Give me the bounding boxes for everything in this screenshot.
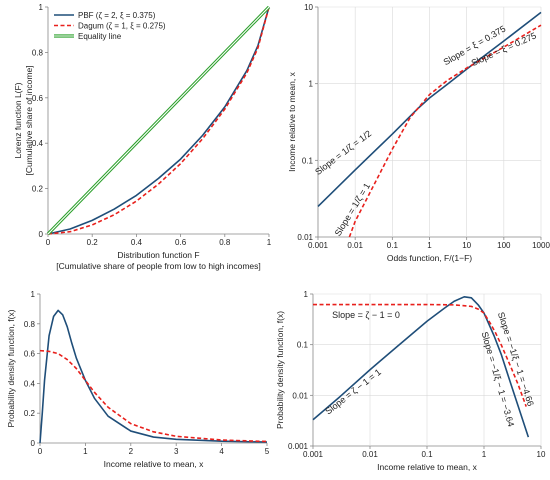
lorenz-x-tick-label: 0.6 bbox=[175, 238, 187, 247]
pdf_log-x-tick-label: 0.001 bbox=[303, 450, 324, 459]
oddsplot-series-dagum bbox=[348, 24, 542, 238]
oddsplot-y-tick-label: 0.01 bbox=[297, 233, 313, 242]
oddsplot-x-tick-label: 1000 bbox=[532, 241, 550, 250]
lorenz-y-tick-label: 0.2 bbox=[32, 185, 44, 194]
pdf_linear-x-tick-label: 5 bbox=[265, 447, 270, 456]
lorenz-series-equality-inner bbox=[47, 6, 270, 235]
oddsplot-x-tick-label: 1 bbox=[427, 241, 432, 250]
lorenz-x-axis-label: Distribution function F bbox=[117, 250, 199, 260]
lorenz-y-tick-label: 0 bbox=[39, 230, 44, 239]
oddsplot-x-tick-label: 0.001 bbox=[308, 241, 329, 250]
oddsplot-x-tick-label: 100 bbox=[497, 241, 511, 250]
oddsplot-y-tick-label: 0.1 bbox=[302, 156, 314, 165]
legend-entry: Equality line bbox=[78, 32, 122, 41]
oddsplot-y-axis-label: Income relative to mean, x bbox=[287, 71, 297, 171]
pdf_log-y-axis-label: Probability density function, f(x) bbox=[275, 311, 285, 429]
pdf_linear-x-axis-label: Income relative to mean, x bbox=[104, 459, 204, 469]
lorenz-y-tick-label: 0.4 bbox=[32, 139, 44, 148]
pdf_log-y-tick-label: 0.01 bbox=[292, 391, 308, 400]
pdf_linear-y-tick-label: 0.6 bbox=[24, 350, 36, 359]
pdf_linear-y-tick-label: 0.4 bbox=[24, 379, 36, 388]
lorenz-series-pbf bbox=[47, 6, 270, 235]
pdf_log-y-tick-label: 1 bbox=[304, 290, 309, 299]
pdf_log-series-dagum bbox=[313, 303, 527, 407]
lorenz-x-tick-label: 0 bbox=[46, 238, 51, 247]
pdf_log-x-axis-label: Income relative to mean, x bbox=[377, 462, 477, 472]
oddsplot-x-tick-label: 10 bbox=[462, 241, 471, 250]
lorenz-x-tick-label: 0.2 bbox=[87, 238, 99, 247]
pdf_linear-x-tick-label: 2 bbox=[129, 447, 134, 456]
pdf_linear-series-pbf bbox=[39, 309, 268, 444]
pdf_log-x-tick-label: 10 bbox=[537, 450, 546, 459]
legend-entry: PBF (ζ = 2, ξ = 0.375) bbox=[78, 11, 156, 20]
lorenz-x-tick-label: 0.8 bbox=[219, 238, 231, 247]
oddsplot-y-tick-label: 1 bbox=[309, 80, 314, 89]
oddsplot-y-tick-label: 10 bbox=[304, 3, 313, 12]
pdf_linear-y-tick-label: 1 bbox=[31, 290, 36, 299]
pdf_linear-x-tick-label: 1 bbox=[83, 447, 88, 456]
pdf_log-x-tick-label: 0.1 bbox=[421, 450, 433, 459]
oddsplot-x-tick-label: 0.1 bbox=[387, 241, 399, 250]
pdf_log-y-tick-label: 0.001 bbox=[288, 442, 309, 451]
oddsplot-series-pbf bbox=[317, 11, 542, 208]
lorenz-y-axis-label-2: [Cumulative share of income] bbox=[24, 65, 34, 175]
pdf_linear-series-dagum bbox=[39, 349, 268, 443]
lorenz-x-tick-label: 1 bbox=[267, 238, 272, 247]
lorenz-y-tick-label: 0.8 bbox=[32, 48, 44, 57]
pdf_linear-x-tick-label: 3 bbox=[174, 447, 179, 456]
oddsplot-x-tick-label: 0.01 bbox=[347, 241, 363, 250]
oddsplot-x-axis-label: Odds function, F/(1−F) bbox=[387, 253, 472, 263]
pdf_log-x-tick-label: 1 bbox=[482, 450, 487, 459]
pdf_linear-y-tick-label: 0 bbox=[31, 439, 36, 448]
pdf_log-slope-annotation: Slope = ζ − 1 = 1 bbox=[323, 367, 383, 417]
pdf_linear-y-axis-label: Probability density function, f(x) bbox=[6, 309, 16, 427]
pdf_linear-x-tick-label: 4 bbox=[219, 447, 224, 456]
pdf_log-x-tick-label: 0.01 bbox=[362, 450, 378, 459]
pdf_linear-x-tick-label: 0 bbox=[38, 447, 43, 456]
legend-entry: Dagum (ζ = 1, ξ = 0.275) bbox=[78, 22, 166, 31]
oddsplot-slope-annotation: Slope = 1/ζ = 1/2 bbox=[313, 128, 373, 177]
pdf_log-series-pbf bbox=[312, 296, 530, 438]
lorenz-y-axis-label: Lorenz function L(F) bbox=[13, 82, 23, 158]
lorenz-x-tick-label: 0.4 bbox=[131, 238, 143, 247]
lorenz-series-dagum bbox=[47, 6, 270, 235]
pdf_log-slope-annotation: Slope = ζ − 1 = 0 bbox=[332, 310, 400, 320]
lorenz-y-tick-label: 1 bbox=[39, 3, 44, 12]
pdf_log-y-tick-label: 0.1 bbox=[297, 341, 309, 350]
lorenz-y-tick-label: 0.6 bbox=[32, 94, 44, 103]
pdf_linear-y-tick-label: 0.8 bbox=[24, 320, 36, 329]
pdf_linear-y-tick-label: 0.2 bbox=[24, 409, 36, 418]
lorenz-x-axis-label-2: [Cumulative share of people from low to … bbox=[56, 261, 261, 271]
